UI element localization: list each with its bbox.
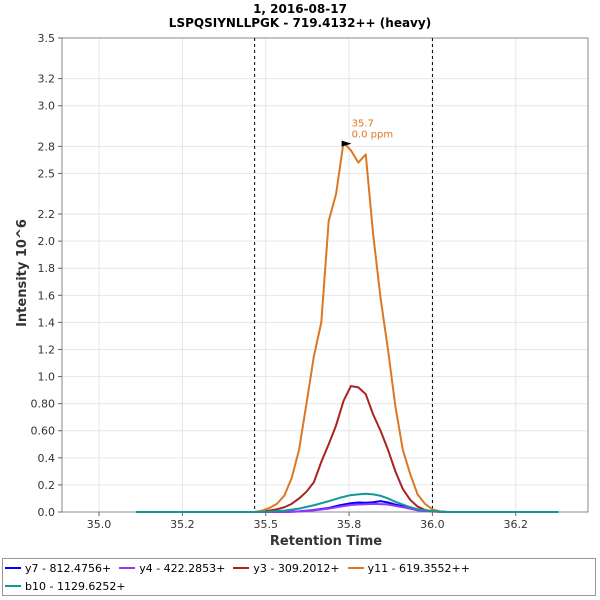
y-tick-label: 1.6 (38, 289, 56, 302)
legend-label-y4: y4 - 422.2853+ (139, 561, 226, 575)
y-tick-label: 2.5 (38, 167, 56, 180)
series-layer (136, 141, 559, 513)
series-line-b10 (136, 492, 559, 513)
series-line-y11 (136, 141, 559, 513)
series-line-y7 (136, 500, 559, 513)
y-tick-label: 2.0 (38, 235, 56, 248)
x-tick-label: 36.0 (420, 518, 445, 531)
y-tick-label: 1.8 (38, 262, 56, 275)
annotation-ppm: 0.0 ppm (352, 130, 394, 141)
y-tick-label: 0.80 (31, 398, 56, 411)
legend-swatch-y11 (347, 567, 364, 569)
y-tick-label: 1.2 (38, 343, 56, 356)
legend-label-y7: y7 - 812.4756+ (25, 561, 112, 575)
series-line-y3 (136, 385, 559, 513)
annotation-rt: 35.7 (352, 119, 374, 130)
legend-item-y7: y7 - 812.4756+ (5, 562, 111, 575)
y-tick-label: 3.2 (38, 73, 56, 86)
y-tick-label: 3.0 (38, 100, 56, 113)
legend-swatch-b10 (5, 585, 21, 587)
legend-swatch-y3 (233, 567, 250, 569)
legend-item-y11: y11 - 619.3552++ (347, 561, 470, 575)
y-tick-label: 0.2 (38, 479, 56, 492)
y-tick-label: 0.4 (38, 452, 56, 465)
y-tick-label: 1.4 (38, 316, 56, 329)
x-tick-label: 35.0 (87, 518, 112, 531)
x-axis-ticks: 35.0 35.2 35.5 35.8 36.0 36.2 (87, 512, 528, 531)
y-tick-label: 0.60 (31, 425, 56, 438)
y-axis-ticks: 0.0 0.2 0.4 0.60 0.80 1.0 1.2 1.4 1.6 1.8 2.0 2.2 2.… (31, 32, 62, 519)
series-line-y4 (136, 502, 559, 513)
y-tick-label: 2.2 (38, 208, 56, 221)
peak-marker-icon (341, 140, 352, 147)
chart-subtitle: LSPQSIYNLLPGK - 719.4132++ (heavy) (169, 16, 431, 30)
legend-swatch-y7 (5, 567, 21, 569)
legend-label-y3: y3 - 309.2012+ (253, 561, 340, 575)
y-axis-label: Intensity 10^6 (15, 219, 30, 327)
y-tick-label: 2.8 (38, 140, 56, 153)
legend-item-y4: y4 - 422.2853+ (119, 562, 225, 575)
legend-swatch-y4 (119, 567, 136, 569)
x-axis-label: Retention Time (270, 534, 382, 549)
peak-annotation: 35.70.0 ppm (341, 119, 394, 147)
legend-label-b10: b10 - 1129.6252+ (25, 579, 126, 593)
legend-item-y3: y3 - 309.2012+ (233, 561, 340, 575)
x-tick-label: 35.8 (337, 518, 362, 531)
plot-area (61, 37, 589, 513)
legend: y7 - 812.4756+ y4 - 422.2853+ y3 - 309.2… (2, 558, 596, 596)
legend-label-y11: y11 - 619.3552++ (367, 561, 470, 575)
y-tick-label: 0.0 (38, 506, 56, 519)
chart-title: 1, 2016-08-17 (253, 2, 347, 16)
chromatogram-chart: 1, 2016-08-17 LSPQSIYNLLPGK - 719.4132++… (15, 2, 589, 549)
y-tick-label: 1.0 (38, 371, 56, 384)
x-tick-label: 35.5 (253, 518, 278, 531)
gridlines (62, 37, 588, 513)
legend-item-b10: b10 - 1129.6252+ (5, 580, 126, 593)
peak-boundaries (254, 38, 433, 512)
legend-row-1: y7 - 812.4756+ y4 - 422.2853+ y3 - 309.2… (3, 559, 595, 577)
y-tick-label: 3.5 (38, 32, 56, 45)
x-tick-label: 36.2 (504, 518, 529, 531)
legend-row-2: b10 - 1129.6252+ (3, 577, 595, 595)
x-tick-label: 35.2 (170, 518, 195, 531)
